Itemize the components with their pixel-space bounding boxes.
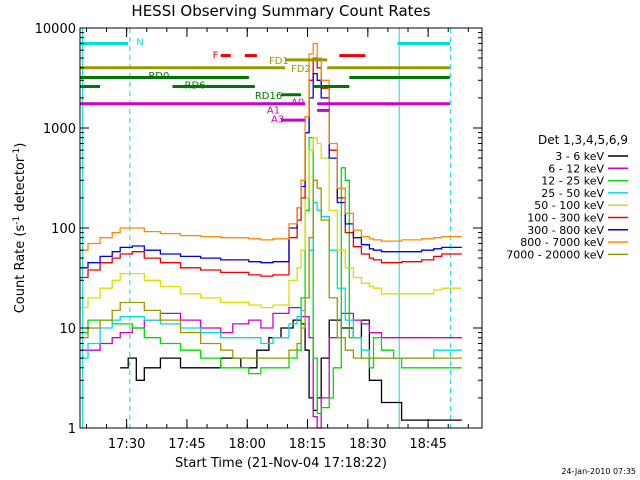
legend-label-7: 800 - 7000 keV (520, 236, 604, 249)
state-label-rd6: RD6 (185, 81, 206, 92)
state-label-a1: A1 (267, 105, 280, 116)
state-label-a0: A0 (291, 97, 304, 108)
chart-title: HESSI Observing Summary Count Rates (131, 2, 430, 20)
legend-title: Det 1,3,4,5,6,9 (538, 133, 628, 147)
legend-label-8: 7000 - 20000 keV (506, 248, 604, 261)
legend-label-2: 12 - 25 keV (541, 175, 604, 188)
series-line-0 (120, 319, 462, 421)
x-tick-label: 18:30 (349, 437, 386, 452)
y-axis-label: Count Rate (s-1 detector-1) (12, 143, 28, 314)
y-tick-label: 1000 (43, 122, 76, 137)
state-label-n: N (136, 37, 143, 48)
y-tick-label: 10000 (35, 22, 76, 37)
y-axis-label-mid: detector (13, 156, 28, 216)
state-label-fd1: FD1 (269, 56, 289, 67)
state-label-fd2: FD2 (291, 64, 311, 75)
series-line-6 (80, 72, 462, 269)
legend-label-5: 100 - 300 keV (527, 212, 604, 225)
x-tick-label: 17:30 (108, 437, 145, 452)
y-axis-label-sup: -1 (12, 216, 22, 225)
state-label-rd16: RD16 (255, 91, 282, 102)
y-axis-label-end: ) (13, 143, 28, 148)
legend-label-0: 3 - 6 keV (555, 150, 604, 163)
legend-label-3: 25 - 50 keV (541, 187, 604, 200)
y-axis-label-sup2: -1 (12, 148, 22, 157)
series-line-7 (80, 42, 462, 251)
state-label-f: F (213, 51, 219, 62)
x-tick-label: 18:00 (228, 437, 265, 452)
x-axis-label: Start Time (21-Nov-04 17:18:22) (175, 456, 387, 471)
x-tick-label: 18:45 (409, 437, 446, 452)
series-line-4 (80, 137, 462, 309)
legend-label-1: 6 - 12 keV (548, 162, 604, 175)
y-tick-label: 100 (51, 222, 76, 237)
series-line-8 (80, 179, 462, 359)
y-tick-label: 1 (68, 422, 76, 437)
series-line-3 (80, 201, 462, 359)
legend-label-4: 50 - 100 keV (534, 199, 604, 212)
axis-ticks: 1 10 100 1000 10000 17:30 17:45 18:00 18:15 18:30… (35, 22, 482, 452)
state-label-a3: A3 (271, 114, 284, 125)
state-label-rd0: RD0 (148, 71, 169, 82)
x-tick-label: 17:45 (168, 437, 205, 452)
footer-date: 24-Jan-2010 07:35 (561, 467, 636, 476)
y-axis-label-main: Count Rate (s (13, 225, 28, 314)
y-tick-label: 10 (59, 322, 76, 337)
series-line-2 (80, 137, 462, 415)
legend-label-6: 300 - 800 keV (527, 224, 604, 237)
x-tick-label: 18:15 (289, 437, 326, 452)
